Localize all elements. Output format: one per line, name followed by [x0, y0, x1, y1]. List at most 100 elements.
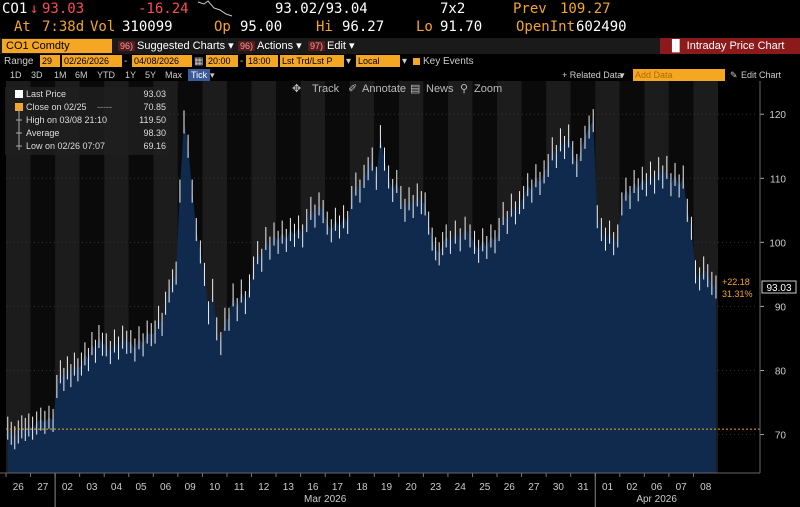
legend-close-value: 70.85 [143, 102, 166, 112]
annotate-button[interactable]: Annotate [362, 83, 407, 95]
range-label: Range [4, 56, 34, 67]
x-tick-label: 06 [160, 482, 172, 493]
security-field[interactable]: CO1 Comdty [2, 39, 112, 53]
x-tick-label: 01 [602, 482, 614, 493]
actions-menu[interactable]: 96) Actions ▾ [238, 39, 302, 53]
prev-close: 109.27 [560, 1, 611, 17]
chart-title-bar: ▐▌ Intraday Price Chart [660, 38, 800, 54]
legend-close: Close on 02/25 ----- 70.85 [5, 102, 170, 113]
news-button[interactable]: News [426, 83, 454, 95]
x-tick-label: 03 [86, 482, 98, 493]
date-separator: - [124, 56, 128, 67]
actions-num: 96) [238, 41, 256, 51]
volume: 310099 [122, 19, 173, 35]
legend-average: Average 98.30 [5, 128, 170, 139]
period-max[interactable]: Max [165, 70, 183, 80]
period-bar: 1D 3D 1M 6M YTD 1Y 5Y Max Tick ▾ + Relat… [0, 69, 800, 81]
legend-low: Low on 02/26 07:07 69.16 [5, 141, 170, 152]
high-label: Hi [316, 19, 333, 35]
edit-num: 97) [308, 41, 326, 51]
last-time: 7:38d [42, 19, 85, 35]
actions-label: Actions [257, 40, 294, 52]
legend-low-label: Low on 02/26 07:07 [26, 141, 106, 151]
period-ytd[interactable]: YTD [97, 70, 115, 80]
price-ticks [7, 109, 717, 450]
end-time-field[interactable]: 18:00 [246, 55, 278, 67]
end-date-field[interactable]: 04/08/2026 [132, 55, 192, 67]
x-tick-label: 13 [283, 482, 295, 493]
period-1m[interactable]: 1M [54, 70, 67, 80]
x-tick-label: 25 [479, 482, 491, 493]
period-3d[interactable]: 3D [31, 70, 43, 80]
legend-last-swatch [15, 90, 23, 98]
price-area [7, 120, 716, 473]
suggested-charts-menu[interactable]: 96) Suggested Charts ▾ [118, 39, 234, 53]
annotate-icon[interactable]: ✐ [348, 83, 358, 95]
start-date-field[interactable]: 02/26/2026 [62, 55, 122, 67]
x-axis: 26 27 02 03 04 05 06 09 10 11 12 13 16 17 18 19 20 23 24 25… [0, 472, 760, 507]
x-tick-label: 11 [234, 482, 245, 493]
legend-last-price: Last Price 93.03 [5, 89, 170, 100]
open-interest: 602490 [576, 19, 627, 35]
y-tick-label: 120 [769, 110, 786, 121]
period-6m[interactable]: 6M [75, 70, 88, 80]
legend-last-label: Last Price [26, 89, 67, 99]
add-data-input[interactable]: Add Data [633, 69, 725, 81]
legend-average-label: Average [26, 128, 60, 138]
chevron-down-icon[interactable]: ▾ [402, 56, 408, 67]
last-price: 93.03 [42, 1, 85, 17]
calendar-icon[interactable]: ▦ [194, 56, 204, 67]
edit-label: Edit [327, 40, 346, 52]
zoom-icon[interactable]: ⚲ [460, 83, 469, 95]
suggested-charts-label: Suggested Charts [137, 40, 226, 52]
period-1y[interactable]: 1Y [125, 70, 137, 80]
y-tick-label: 80 [775, 366, 787, 377]
y-tick-label: 70 [775, 431, 787, 442]
key-events-checkbox[interactable] [413, 58, 420, 65]
currency-select[interactable]: Local CCY [356, 55, 400, 78]
x-tick-label: 18 [356, 482, 368, 493]
x-tick-label: 17 [332, 482, 344, 493]
legend-close-label: Close on 02/25 [26, 102, 87, 112]
edit-chart-icon[interactable]: ✎ [730, 70, 738, 80]
start-time-field[interactable]: 20:00 [206, 55, 238, 67]
chart-title: Intraday Price Chart [686, 40, 785, 52]
chevron-down-icon[interactable]: ▾ [346, 56, 352, 67]
price-chart[interactable]: 70 80 90 100 110 120 26 27 02 03 04 05 06 09 10 11 12 13… [0, 81, 800, 507]
chart-legend: Last Price 93.03 Close on 02/25 ----- 70… [5, 87, 170, 155]
track-button[interactable]: Track [312, 83, 340, 95]
legend-low-value: 69.16 [143, 141, 166, 151]
x-tick-label: 06 [651, 482, 663, 493]
y-tick-label: 100 [769, 238, 786, 249]
x-tick-label: 26 [504, 482, 516, 493]
chevron-down-icon: ▾ [349, 40, 355, 52]
bid-ask-size: 7x2 [440, 1, 466, 17]
key-events-label: Key Events [423, 56, 474, 67]
legend-average-value: 98.30 [143, 128, 166, 138]
x-tick-label: 27 [528, 482, 540, 493]
related-data-menu[interactable]: + Related Data [562, 70, 623, 80]
period-5y[interactable]: 5Y [145, 70, 157, 80]
suggested-charts-num: 96) [118, 41, 136, 51]
price-field-select[interactable]: Lst Trd/Lst P [280, 55, 344, 67]
x-tick-label: 12 [258, 482, 270, 493]
period-1d[interactable]: 1D [10, 70, 22, 80]
news-icon[interactable]: ▤ [410, 83, 421, 95]
chevron-down-icon[interactable]: ▾ [210, 70, 215, 80]
range-days-field[interactable]: 29 [40, 55, 60, 67]
down-arrow-icon: ↓ [30, 1, 39, 17]
track-icon[interactable]: ✥ [292, 83, 302, 95]
x-tick-label: 30 [553, 482, 565, 493]
sparkline-icon [197, 0, 233, 17]
edit-chart-button[interactable]: Edit Chart [741, 70, 782, 80]
edit-menu[interactable]: 97) Edit ▾ [308, 39, 355, 53]
x-tick-label: 09 [185, 482, 197, 493]
period-tick[interactable]: Tick [188, 69, 211, 81]
low-price: 91.70 [440, 19, 483, 35]
bid-ask: 93.02/93.04 [275, 1, 368, 17]
zoom-button[interactable]: Zoom [474, 83, 503, 95]
last-price-label: 93.03 [766, 283, 791, 294]
volume-label: Vol [90, 19, 116, 35]
month-label: Apr 2026 [636, 494, 677, 505]
chevron-down-icon[interactable]: ▾ [620, 70, 625, 80]
